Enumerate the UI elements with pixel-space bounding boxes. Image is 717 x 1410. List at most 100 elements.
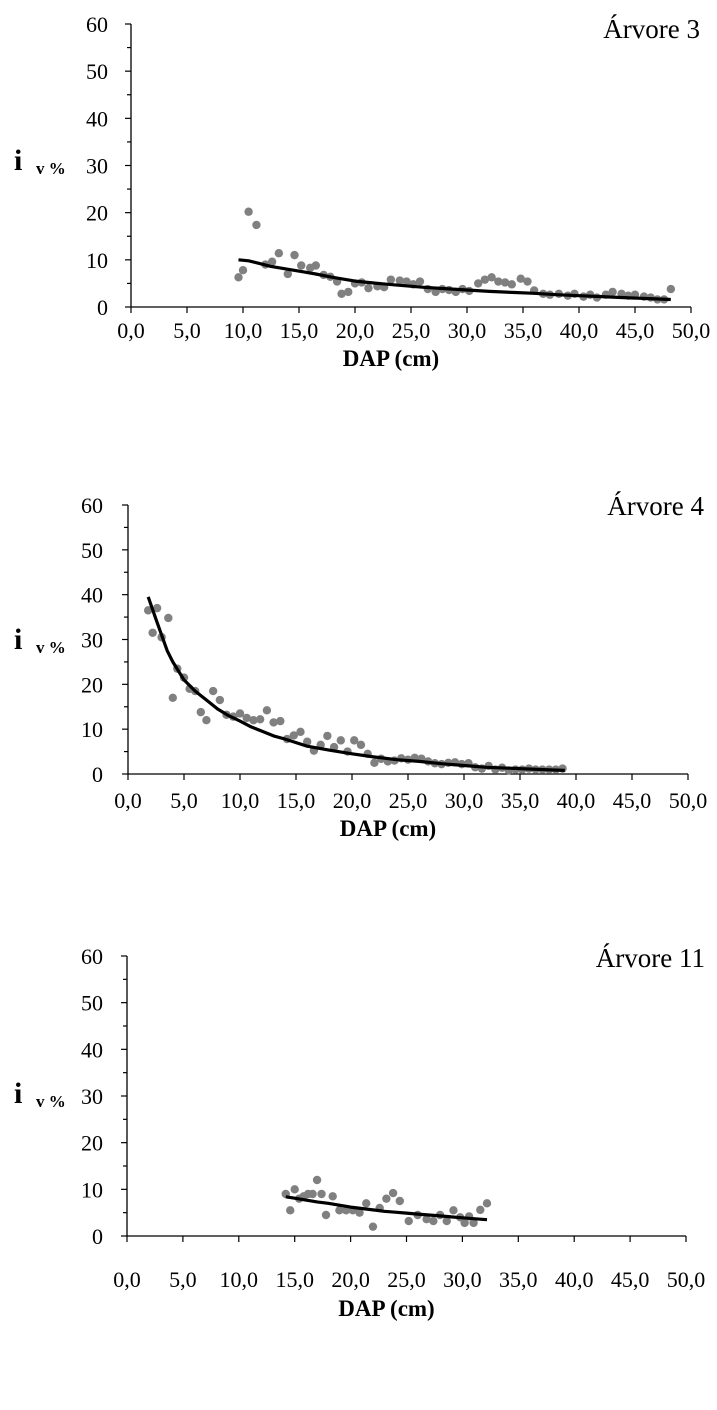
y-tick-label: 40 <box>86 106 108 131</box>
x-tick-label: 15,0 <box>277 788 316 813</box>
x-tick-label: 50,0 <box>667 1267 706 1292</box>
x-tick-label: 45,0 <box>613 788 652 813</box>
data-point <box>317 1189 326 1199</box>
x-tick-label: 30,0 <box>448 318 487 343</box>
x-tick-label: 5,0 <box>170 788 198 813</box>
data-point <box>289 731 298 740</box>
data-point <box>388 1188 398 1198</box>
data-point <box>516 274 525 283</box>
y-tick-label: 40 <box>81 1037 103 1062</box>
y-tick-label: 30 <box>81 1084 103 1109</box>
data-point <box>215 695 225 705</box>
y-tick-label: 10 <box>86 248 108 273</box>
y-tick-label: 60 <box>81 944 103 969</box>
data-point <box>476 1205 485 1215</box>
x-tick-label: 20,0 <box>331 1267 370 1292</box>
data-point <box>344 287 353 297</box>
y-tick-label: 50 <box>81 538 103 563</box>
x-tick-label: 35,0 <box>501 788 540 813</box>
data-point <box>404 1216 413 1226</box>
y-axis-label: i <box>14 623 22 656</box>
data-point <box>290 1185 299 1194</box>
y-tick-label: 20 <box>81 1131 103 1156</box>
y-tick-label: 60 <box>81 493 103 518</box>
data-point <box>364 283 373 293</box>
data-point <box>386 275 396 284</box>
data-point <box>244 207 253 216</box>
y-tick-label: 60 <box>86 12 108 37</box>
data-point <box>262 706 272 715</box>
x-tick-label: 30,0 <box>445 788 484 813</box>
data-point <box>370 758 379 767</box>
data-point <box>449 1206 458 1215</box>
data-point <box>402 277 411 286</box>
data-point <box>608 287 617 297</box>
data-point <box>323 731 332 741</box>
y-axis-label-subscript: v % <box>36 1092 66 1111</box>
y-tick-label: 0 <box>92 1224 103 1249</box>
x-tick-label: 10,0 <box>224 318 263 343</box>
x-tick-label: 45,0 <box>616 318 655 343</box>
data-point <box>311 261 320 270</box>
x-tick-label: 20,0 <box>336 318 375 343</box>
data-point <box>308 1189 317 1199</box>
data-point <box>368 1222 378 1231</box>
chart-panel-2: 0 10 20 30 40 50 60 0,0 5,0 10,0 15,0 20,0 25,0 30,0 3… <box>14 491 707 841</box>
data-point <box>235 709 245 718</box>
y-tick-label: 30 <box>86 154 108 179</box>
data-point <box>469 1218 478 1228</box>
data-point <box>168 693 177 702</box>
trend-line <box>238 258 671 302</box>
x-tick-label: 25,0 <box>389 788 428 813</box>
data-point <box>460 1218 469 1228</box>
x-tick-label: 25,0 <box>392 318 431 343</box>
data-point <box>269 718 278 727</box>
y-tick-label: 50 <box>86 59 108 84</box>
data-point <box>252 220 261 230</box>
data-point <box>283 269 292 279</box>
x-axis-label: DAP (cm) <box>340 816 436 841</box>
data-point <box>234 273 243 282</box>
data-point <box>480 275 490 284</box>
y-axis-label-subscript: v % <box>36 159 66 178</box>
x-tick-label: 40,0 <box>560 318 599 343</box>
x-tick-label: 30,0 <box>443 1267 482 1292</box>
x-tick-label: 50,0 <box>669 788 708 813</box>
y-axis-label: i <box>14 144 22 177</box>
data-point <box>242 713 251 723</box>
y-tick-label: 20 <box>86 201 108 226</box>
data-point <box>482 1199 492 1208</box>
y-axis-label: i <box>14 1077 22 1110</box>
x-tick-label: 35,0 <box>504 318 543 343</box>
data-point <box>143 606 153 615</box>
y-tick-label: 0 <box>92 762 103 787</box>
data-point <box>336 736 345 745</box>
x-tick-label: 40,0 <box>557 788 596 813</box>
data-point <box>148 628 157 637</box>
x-tick-label: 5,0 <box>169 1267 197 1292</box>
x-tick-label: 0,0 <box>113 1267 141 1292</box>
x-axis-label: DAP (cm) <box>338 1296 434 1321</box>
data-point <box>328 1192 337 1201</box>
data-point <box>431 287 440 297</box>
data-point <box>362 1199 371 1208</box>
data-point <box>286 1206 295 1215</box>
data-point <box>274 249 284 258</box>
x-tick-label: 35,0 <box>499 1267 538 1292</box>
data-point <box>415 277 425 286</box>
data-point <box>303 737 312 746</box>
x-tick-label: 50,0 <box>672 318 711 343</box>
y-tick-label: 10 <box>81 717 103 742</box>
data-point <box>255 715 265 724</box>
data-point <box>395 1196 404 1206</box>
x-tick-label: 10,0 <box>220 1267 259 1292</box>
y-tick-label: 0 <box>97 295 108 320</box>
data-point <box>494 277 503 286</box>
data-point <box>164 613 173 623</box>
data-point <box>276 716 285 726</box>
data-point <box>350 736 359 745</box>
data-point <box>202 716 211 725</box>
y-tick-label: 40 <box>81 583 103 608</box>
